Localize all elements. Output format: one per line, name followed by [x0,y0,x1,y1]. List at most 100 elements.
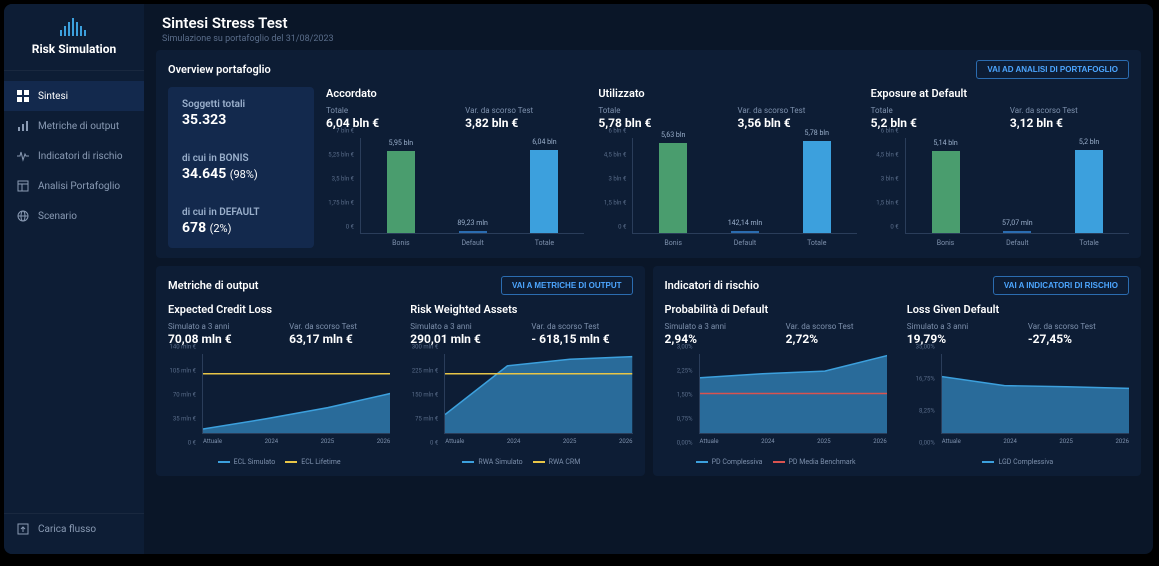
sidebar-item-metriche-di-output[interactable]: Metriche di output [4,111,144,141]
legend: LGD Complessiva [907,458,1129,466]
bar-value-label: 5,78 bln [805,129,829,137]
logo-text: Risk Simulation [12,42,136,56]
metriche-title: Metriche di output [168,279,258,292]
metriche-card: Metriche di output VAI A METRICHE DI OUT… [156,266,645,476]
indicatori-card: Indicatori di rischio VAI A INDICATORI D… [653,266,1142,476]
header: Sintesi Stress Test Simulazione su porta… [144,4,1153,50]
legend-item: ECL Simulato [218,458,276,466]
sidebar-item-analisi-portafoglio[interactable]: Analisi Portafoglio [4,171,144,201]
bar: 89,23 mln Default [459,231,487,233]
x-axis: Attuale202420252026 [445,438,632,445]
bar: 5,63 bln Bonis [659,143,687,233]
indicatori-button[interactable]: VAI A INDICATORI DI RISCHIO [993,276,1129,295]
chart-title: Utilizzato [598,87,856,100]
sidebar-item-label: Scenario [38,211,77,222]
chart-title: Accordato [326,87,584,100]
sim-label: Simulato a 3 anni [665,322,766,331]
chart-title: Loss Given Default [907,303,1129,316]
sidebar-item-label: Analisi Portafoglio [38,181,120,192]
dashboard-icon [16,89,30,103]
var-label: Var. da scorso Test [1010,106,1129,115]
bar-value-label: 5,63 bln [661,131,685,139]
stat-totali-value: 35.323 [182,112,300,128]
pulse-icon [16,149,30,163]
y-axis: 0 €75 mln €150 mln €225 mln €300 mln € [410,354,442,450]
main: Sintesi Stress Test Simulazione su porta… [144,4,1153,554]
page-title: Sintesi Stress Test [162,14,1135,32]
bar-chart-utilizzato: Utilizzato Totale5,78 bln € Var. da scor… [598,87,856,248]
sidebar-item-sintesi[interactable]: Sintesi [4,81,144,111]
layout-icon [16,179,30,193]
bar-chart-plot: 0 €1,75 bln €3,5 bln €5,25 bln €7 bln € … [326,138,584,248]
var-label: Var. da scorso Test [531,322,632,331]
chart-title: Probabilità di Default [665,303,887,316]
sidebar-upload[interactable]: Carica flusso [4,513,144,544]
chart-title: Expected Credit Loss [168,303,390,316]
legend: ECL Simulato ECL Lifetime [168,458,390,466]
stat-bonis-value: 34.645 (98%) [182,166,300,182]
y-axis: 0 €1,75 bln €3,5 bln €5,25 bln €7 bln € [326,138,358,234]
overview-title: Overview portafoglio [168,63,271,76]
bar: 5,14 bln Bonis [932,151,960,233]
line-chart-risk-weighted-assets: Risk Weighted Assets Simulato a 3 anni29… [410,303,632,466]
indicatori-title: Indicatori di rischio [665,279,760,292]
upload-icon [16,522,30,536]
sidebar-item-indicatori-di-rischio[interactable]: Indicatori di rischio [4,141,144,171]
var-value: 3,56 bln € [738,116,857,130]
legend-item: RWA Simulato [462,458,522,466]
bar-value-label: 57,07 mln [1002,219,1033,227]
bar-chart-exposure-at-default: Exposure at Default Totale5,2 bln € Var.… [871,87,1129,248]
sim-label: Simulato a 3 anni [907,322,1008,331]
content: Overview portafoglio VAI AD ANALISI DI P… [144,50,1153,554]
var-value: -27,45% [1028,332,1129,346]
sidebar-item-scenario[interactable]: Scenario [4,201,144,231]
line-chart-probabilità-di-default: Probabilità di Default Simulato a 3 anni… [665,303,887,466]
bar-category-label: Bonis [937,239,955,247]
var-value: 3,82 bln € [465,116,584,130]
var-value: 63,17 mln € [289,332,390,346]
var-value: - 618,15 mln € [531,332,632,346]
bar-category-label: Default [1006,239,1028,247]
var-label: Var. da scorso Test [289,322,390,331]
bar-category-label: Totale [1079,239,1098,247]
bar: 5,95 bln Bonis [387,151,415,233]
var-label: Var. da scorso Test [738,106,857,115]
totale-label: Totale [326,106,445,115]
bar-value-label: 89,23 mln [457,219,488,227]
metriche-button[interactable]: VAI A METRICHE DI OUTPUT [501,276,632,295]
stat-default-value: 678 (2%) [182,220,300,236]
bar-category-label: Bonis [664,239,682,247]
logo: Risk Simulation [4,14,144,71]
chart-title: Exposure at Default [871,87,1129,100]
legend-item: LGD Complessiva [982,458,1053,466]
legend-item: PD Complessiva [696,458,763,466]
x-axis: Attuale202420252026 [203,438,390,445]
sidebar-item-label: Indicatori di rischio [38,151,123,162]
x-axis: Attuale202420252026 [700,438,887,445]
line-chart-plot: 0,00%0,75%1,50%2,25%3,00% Attuale2024202… [665,354,887,454]
line-chart-expected-credit-loss: Expected Credit Loss Simulato a 3 anni70… [168,303,390,466]
x-axis: Attuale202420252026 [942,438,1129,445]
y-axis: 0,00%8,25%16,75%35,00% [907,354,939,450]
bar-chart-accordato: Accordato Totale6,04 bln € Var. da scors… [326,87,584,248]
bar-category-label: Bonis [392,239,410,247]
stat-default-label: di cui in DEFAULT [182,207,300,218]
var-label: Var. da scorso Test [465,106,584,115]
bar-category-label: Totale [807,239,826,247]
page-subtitle: Simulazione su portafoglio del 31/08/202… [162,34,1135,44]
sidebar-item-label: Metriche di output [38,121,119,132]
bar: 142,14 mln Default [731,231,759,233]
bar-value-label: 5,14 bln [933,139,957,147]
bar-chart-plot: 0 €1,5 bln €3 bln €4,5 bln €6 bln € 5,63… [598,138,856,248]
legend-item: ECL Lifetime [285,458,340,466]
totale-label: Totale [598,106,717,115]
overview-button[interactable]: VAI AD ANALISI DI PORTAFOGLIO [976,60,1129,79]
line-chart-plot: 0 €75 mln €150 mln €225 mln €300 mln € A… [410,354,632,454]
bar-chart-plot: 0 €1,5 bln €3 bln €4,5 bln €6 bln € 5,14… [871,138,1129,248]
bars-icon [16,119,30,133]
y-axis: 0 €1,5 bln €3 bln €4,5 bln €6 bln € [598,138,630,234]
legend: RWA SimulatoRWA CRM [410,458,632,466]
app-root: Risk Simulation Sintesi Metriche di outpu… [4,4,1153,554]
bar-category-label: Totale [535,239,554,247]
bar-category-label: Default [461,239,483,247]
